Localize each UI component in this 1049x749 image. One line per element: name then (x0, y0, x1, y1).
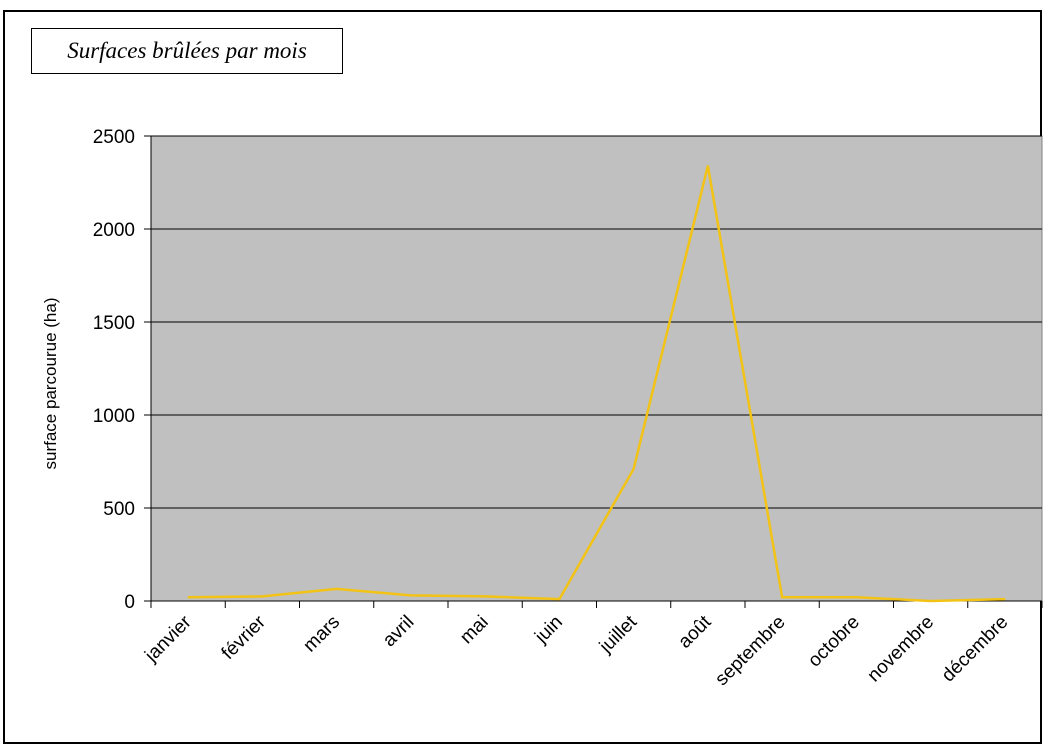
y-tick-label: 1000 (93, 406, 135, 427)
data-point (1004, 598, 1006, 600)
data-point (781, 596, 783, 599)
series-line (188, 165, 1005, 603)
data-point (707, 164, 709, 167)
y-tick-label: 500 (103, 499, 135, 520)
x-tick-label: décembre (938, 612, 1013, 687)
data-point (261, 595, 264, 598)
x-tick-label: juin (530, 612, 566, 648)
data-point (335, 588, 338, 590)
plot-area (150, 135, 1043, 602)
y-axis-label: surface parcourue (ha) (41, 298, 60, 470)
plot-background (150, 135, 1043, 602)
chart-title: Surfaces brûlées par mois (31, 28, 343, 74)
data-point (187, 596, 189, 599)
x-tick-label: avril (379, 612, 418, 651)
x-tick-label: août (674, 611, 716, 653)
x-tick-label: novembre (864, 612, 939, 687)
x-tick-label: octobre (804, 612, 864, 672)
data-point (855, 596, 858, 599)
data-point (929, 600, 932, 602)
x-tick-label: septembre (711, 612, 789, 690)
y-tick-label: 1500 (93, 313, 135, 334)
data-point (410, 594, 412, 597)
y-tick-label: 2500 (93, 127, 135, 148)
y-tick-label: 0 (124, 592, 135, 613)
x-tick-label: février (218, 611, 271, 664)
x-tick-label: juillet (595, 611, 642, 658)
x-tick-label: mars (299, 612, 344, 657)
y-tick-labels: 0 500 1000 1500 2000 2500 (93, 127, 135, 613)
data-point (484, 595, 486, 598)
data-point (558, 598, 561, 600)
series-layer (187, 164, 1006, 603)
x-tick-label: mai (456, 612, 493, 649)
data-point (632, 468, 635, 470)
grid-lines (151, 135, 1042, 509)
x-tick-labels: janvier février mars avril mai juin juillet aoû… (141, 611, 1013, 690)
y-tick-label: 2000 (93, 220, 135, 241)
x-tick-label: janvier (141, 611, 197, 667)
axes (144, 135, 1043, 608)
